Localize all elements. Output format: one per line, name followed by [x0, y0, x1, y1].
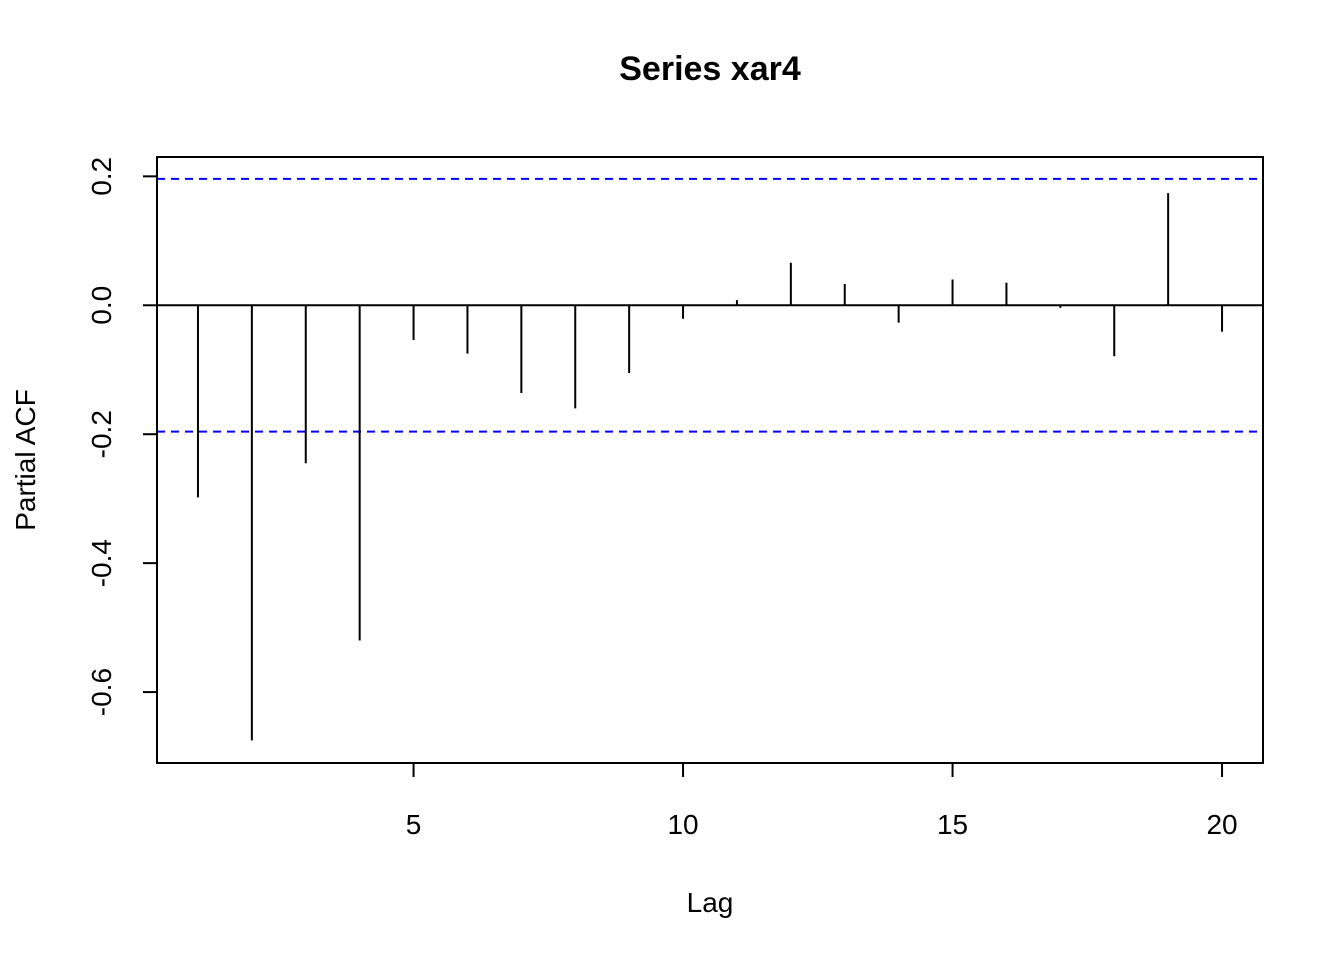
- plot-frame: [156, 156, 1264, 764]
- x-tick-label: 20: [1206, 809, 1237, 840]
- x-axis-label: Lag: [687, 887, 734, 918]
- x-tick-label: 10: [667, 809, 698, 840]
- y-tick-label: -0.4: [86, 539, 117, 587]
- y-tick-label: -0.6: [86, 668, 117, 716]
- chart-title: Series xar4: [619, 50, 801, 88]
- x-tick-label: 5: [406, 809, 422, 840]
- x-tick-label: 15: [937, 809, 968, 840]
- y-tick-label: 0.2: [86, 157, 117, 196]
- y-tick-label: 0.0: [86, 286, 117, 325]
- y-tick-label: -0.2: [86, 410, 117, 458]
- y-axis-label: Partial ACF: [10, 389, 41, 531]
